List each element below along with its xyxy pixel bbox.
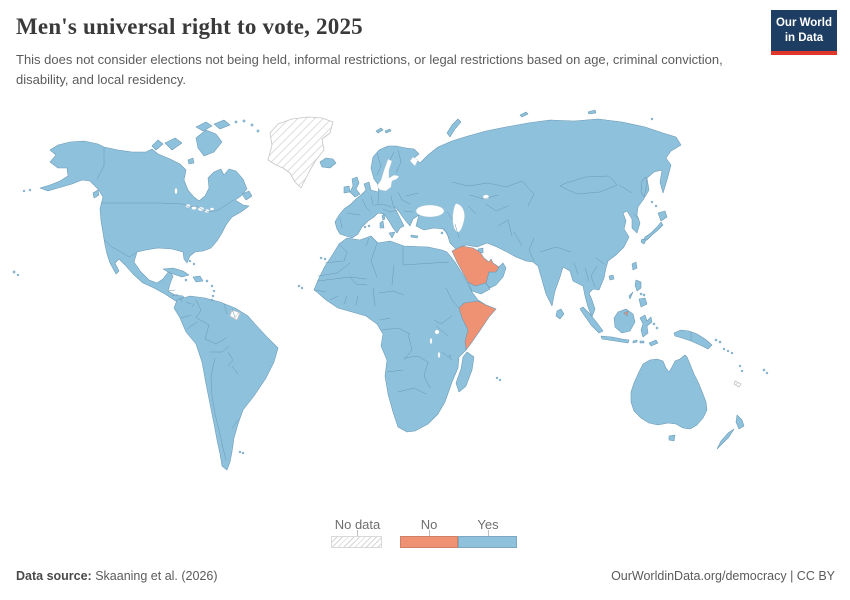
greenland[interactable] (267, 116, 334, 189)
legend-label-no-data: No data (334, 517, 381, 532)
legend-swatch-yes[interactable] (458, 536, 517, 548)
southampton-island[interactable] (187, 157, 195, 165)
small-island-dots (12, 117, 769, 455)
saudi-arabia-qatar-uae[interactable] (451, 245, 500, 287)
crete[interactable] (410, 234, 419, 239)
ireland[interactable] (343, 185, 351, 194)
lake-winnipeg (174, 187, 178, 195)
novaya-zemlya[interactable] (446, 118, 462, 138)
sicily[interactable] (388, 231, 396, 239)
sakhalin[interactable] (640, 176, 648, 198)
great-lake-1 (185, 204, 191, 208)
arctic-islands-russia[interactable] (519, 109, 597, 118)
legend-label-yes: Yes (477, 517, 499, 532)
legend-tick-no (429, 530, 430, 536)
legend-tick-no-data (357, 530, 358, 536)
brunei[interactable] (623, 310, 629, 317)
japan-honshu[interactable] (642, 221, 664, 242)
eurasia[interactable] (334, 118, 682, 318)
lesser-sunda[interactable] (632, 339, 645, 344)
ellesmere-islands[interactable] (195, 119, 231, 132)
cuba[interactable] (162, 267, 190, 278)
newfoundland[interactable] (241, 190, 253, 201)
owid-logo-line2: in Data (784, 31, 824, 44)
baffin-island[interactable] (195, 129, 223, 157)
black-sea (415, 204, 445, 218)
chart-subtitle: This does not consider elections not bei… (16, 52, 723, 88)
sri-lanka[interactable] (555, 308, 565, 320)
legend-tick-yes (488, 530, 489, 536)
borders-europe (339, 149, 419, 229)
new-zealand-south[interactable] (716, 428, 735, 450)
legend-swatch-no[interactable] (400, 536, 458, 548)
data-source: Data source: Skaaning et al. (2026) (16, 569, 218, 583)
japan-kyushu[interactable] (640, 238, 647, 245)
countries-no[interactable] (451, 245, 629, 351)
banks-island[interactable] (151, 139, 164, 151)
border-us-canada (100, 199, 235, 213)
page-title: Men's universal right to vote, 2025 (16, 14, 363, 39)
caspian-sea (452, 203, 465, 233)
new-caledonia[interactable] (733, 380, 742, 388)
corsica[interactable] (381, 213, 386, 221)
iceland[interactable] (319, 157, 337, 169)
owid-logo-line1: Our World (775, 17, 832, 29)
hainan[interactable] (608, 274, 615, 281)
white-sea (409, 156, 419, 167)
new-zealand-north[interactable] (735, 414, 745, 430)
borders-south-america (180, 299, 239, 461)
border-alaska-canada (96, 147, 105, 180)
vancouver-island[interactable] (92, 189, 100, 199)
philippines-luzon[interactable] (634, 279, 642, 292)
philippines-mindanao[interactable] (638, 297, 648, 308)
svalbard[interactable] (375, 127, 392, 134)
owid-logo-stripe (771, 50, 837, 55)
taiwan[interactable] (631, 261, 638, 271)
lake-tanganyika (429, 337, 433, 345)
japan-hokkaido[interactable] (657, 210, 668, 222)
owid-logo-box: Our World in Data (771, 10, 837, 51)
data-source-value: Skaaning et al. (2026) (91, 569, 218, 583)
inland-water (174, 156, 490, 359)
sulawesi[interactable] (639, 314, 653, 338)
hispaniola[interactable] (192, 275, 204, 283)
great-lake-2 (191, 206, 197, 210)
owid-logo[interactable]: Our World in Data (771, 10, 837, 55)
baltic-sea (376, 158, 400, 192)
great-lake-5 (209, 207, 215, 211)
borders-africa (315, 237, 460, 395)
great-britain[interactable] (349, 176, 361, 198)
attribution-link[interactable]: OurWorldinData.org/democracy | CC BY (611, 569, 835, 583)
countries-yes[interactable] (12, 109, 769, 471)
country-borders (96, 147, 692, 461)
french-guiana[interactable] (229, 309, 241, 321)
java[interactable] (600, 335, 630, 344)
south-america[interactable] (173, 295, 279, 471)
sardinia[interactable] (379, 220, 385, 229)
tasmania[interactable] (668, 434, 676, 442)
lake-malawi (437, 351, 441, 359)
new-guinea[interactable] (673, 329, 713, 350)
legend-label-no: No (420, 517, 438, 532)
regions-no-data[interactable] (229, 116, 742, 388)
borneo[interactable] (613, 308, 636, 334)
philippines-palawan[interactable] (628, 291, 634, 300)
borders-central-america (167, 289, 195, 308)
australia[interactable] (630, 354, 708, 430)
borders-asia (443, 175, 692, 342)
north-america[interactable] (39, 140, 250, 313)
madagascar[interactable] (455, 351, 475, 393)
timor[interactable] (648, 339, 659, 347)
legend-swatch-no-data[interactable] (331, 536, 382, 548)
border-us-mexico (103, 239, 137, 258)
lake-victoria (434, 329, 440, 335)
sumatra[interactable] (579, 306, 604, 334)
victoria-island[interactable] (164, 137, 183, 151)
data-source-label: Data source: (16, 569, 92, 583)
